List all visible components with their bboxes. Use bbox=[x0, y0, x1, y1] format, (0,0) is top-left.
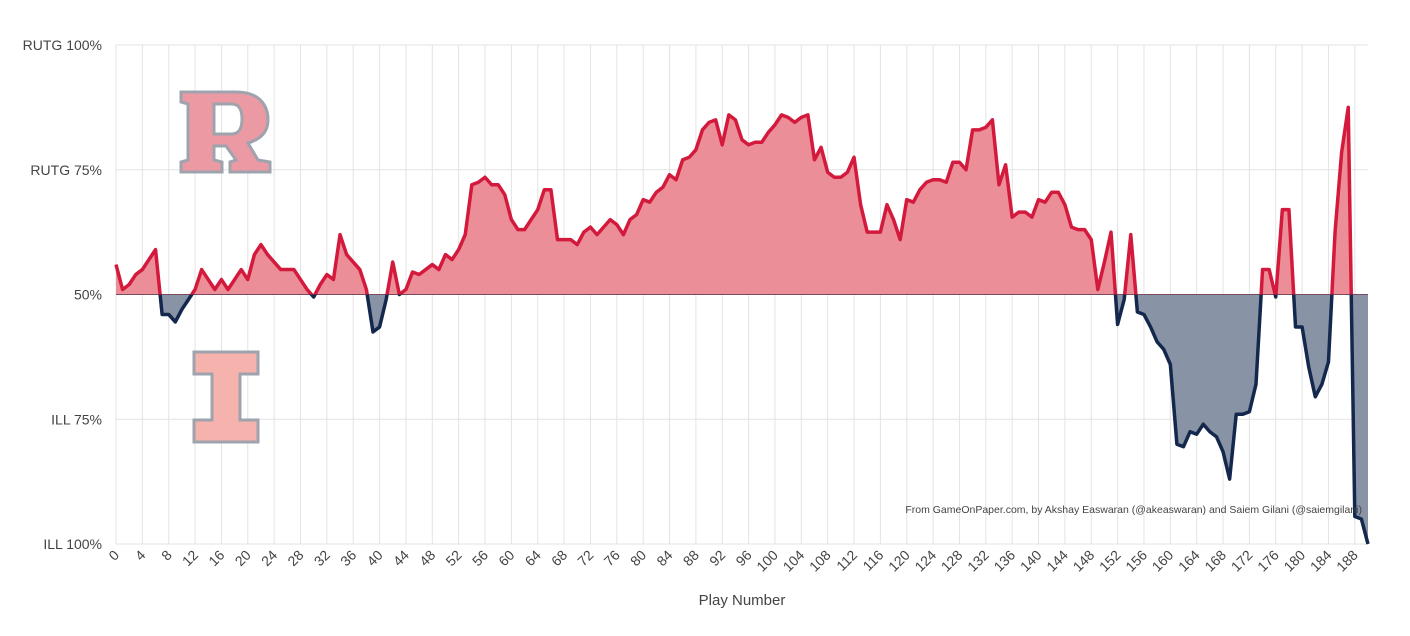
area-above bbox=[116, 107, 1368, 295]
x-tick-label: 148 bbox=[1070, 547, 1098, 575]
x-tick-label: 112 bbox=[833, 547, 860, 574]
line-below bbox=[158, 294, 1370, 545]
x-tick-label: 0 bbox=[105, 547, 122, 564]
x-tick-label: 40 bbox=[363, 547, 385, 569]
x-tick-label: 120 bbox=[885, 547, 913, 575]
x-tick-label: 4 bbox=[132, 547, 149, 564]
x-tick-label: 100 bbox=[753, 547, 781, 575]
x-tick-label: 168 bbox=[1201, 547, 1229, 575]
x-tick-label: 88 bbox=[680, 547, 702, 569]
x-tick-label: 136 bbox=[990, 547, 1018, 575]
x-tick-label: 8 bbox=[158, 547, 175, 564]
rutgers-logo bbox=[179, 90, 272, 174]
x-tick-label: 128 bbox=[938, 547, 966, 575]
y-tick-label: RUTG 75% bbox=[30, 162, 102, 178]
x-tick-label: 124 bbox=[911, 547, 939, 575]
x-tick-label: 116 bbox=[859, 547, 886, 574]
x-tick-label: 56 bbox=[469, 547, 491, 569]
x-tick-label: 84 bbox=[653, 547, 675, 569]
x-tick-label: 16 bbox=[205, 547, 227, 569]
x-tick-label: 176 bbox=[1254, 547, 1282, 575]
x-tick-label: 180 bbox=[1280, 547, 1308, 575]
x-tick-label: 172 bbox=[1228, 547, 1256, 575]
area-below bbox=[116, 294, 1368, 544]
x-tick-label: 140 bbox=[1017, 547, 1045, 575]
x-tick-label: 20 bbox=[232, 547, 254, 569]
x-tick-label: 60 bbox=[495, 547, 517, 569]
x-tick-label: 184 bbox=[1307, 547, 1335, 575]
attribution: From GameOnPaper.com, by Akshay Easwaran… bbox=[905, 504, 1362, 516]
y-tick-label: ILL 100% bbox=[43, 536, 102, 552]
y-tick-label: 50% bbox=[74, 287, 102, 303]
x-tick-label: 92 bbox=[706, 547, 728, 569]
x-tick-label: 76 bbox=[601, 547, 623, 569]
y-tick-label: ILL 75% bbox=[51, 411, 102, 427]
x-tick-label: 108 bbox=[806, 547, 834, 575]
y-tick-label: RUTG 100% bbox=[23, 37, 102, 53]
x-tick-label: 80 bbox=[627, 547, 649, 569]
x-tick-label: 68 bbox=[548, 547, 570, 569]
x-tick-label: 156 bbox=[1122, 547, 1150, 575]
x-tick-label: 28 bbox=[284, 547, 306, 569]
x-tick-label: 72 bbox=[574, 547, 596, 569]
x-tick-label: 48 bbox=[416, 547, 438, 569]
x-tick-label: 44 bbox=[390, 547, 412, 569]
x-tick-label: 96 bbox=[732, 547, 754, 569]
x-tick-label: 164 bbox=[1175, 547, 1203, 575]
x-tick-label: 152 bbox=[1096, 547, 1124, 575]
x-tick-label: 36 bbox=[337, 547, 359, 569]
x-tick-label: 64 bbox=[522, 547, 544, 569]
x-tick-label: 24 bbox=[258, 547, 280, 569]
x-tick-label: 144 bbox=[1043, 547, 1071, 575]
illinois-logo bbox=[192, 350, 260, 444]
x-tick-label: 160 bbox=[1149, 547, 1177, 575]
x-tick-label: 188 bbox=[1333, 547, 1361, 575]
x-tick-label: 12 bbox=[179, 547, 201, 569]
x-tick-label: 132 bbox=[964, 547, 992, 575]
line-above bbox=[114, 105, 1353, 295]
x-tick-label: 32 bbox=[311, 547, 333, 569]
x-tick-label: 52 bbox=[442, 547, 464, 569]
x-axis-label: Play Number bbox=[699, 592, 786, 609]
x-tick-label: 104 bbox=[780, 547, 808, 575]
